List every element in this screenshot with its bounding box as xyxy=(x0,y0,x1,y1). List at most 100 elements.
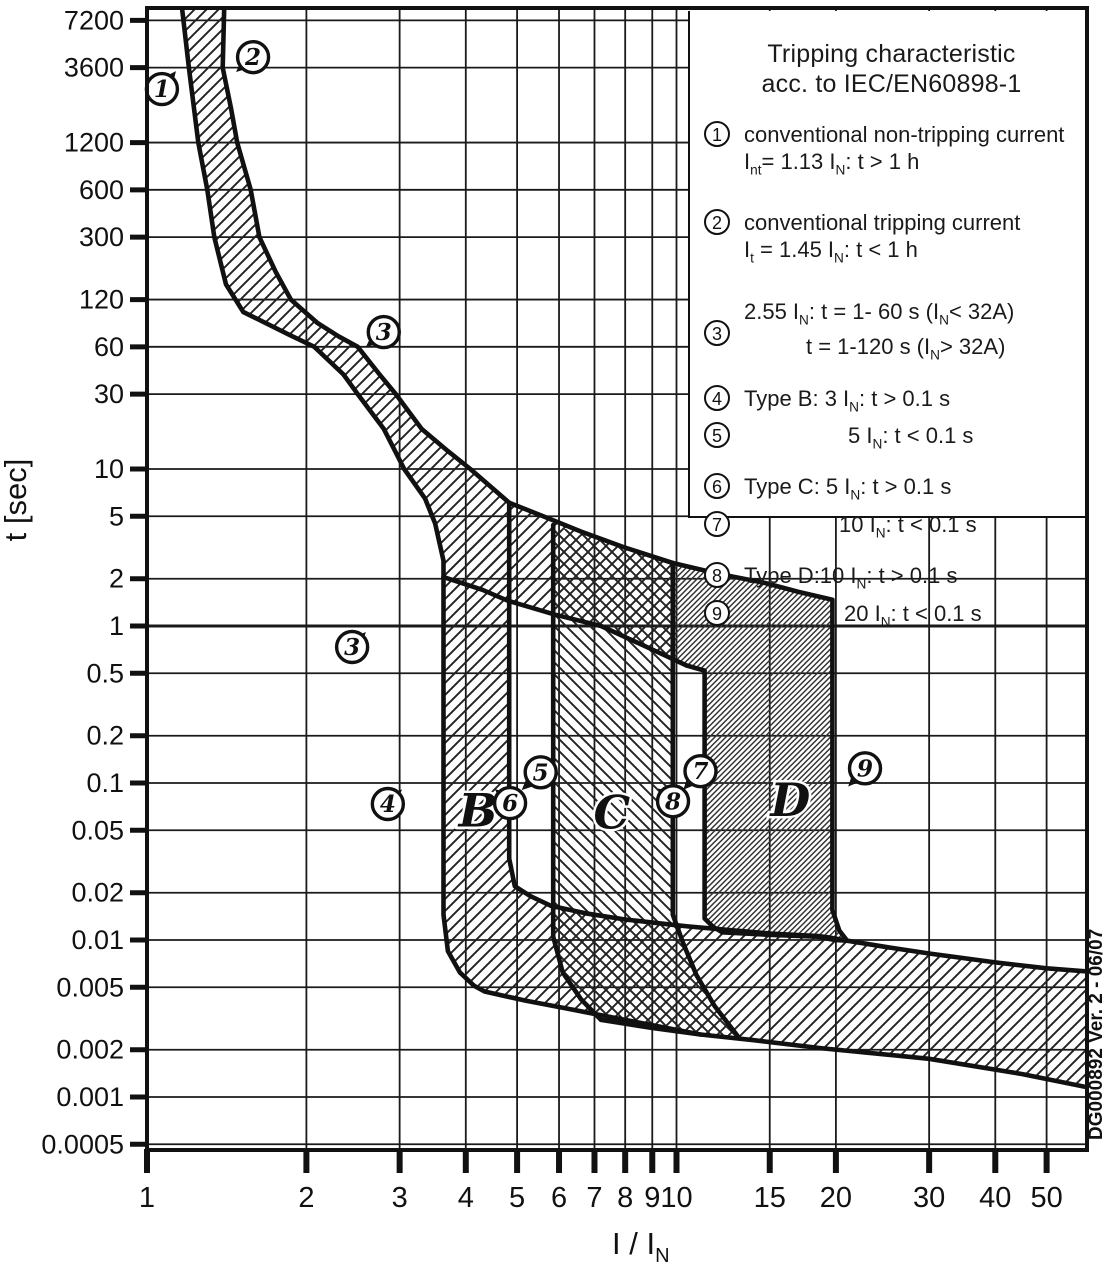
y-tick-label: 5 xyxy=(109,501,124,531)
y-tick-label: 120 xyxy=(79,285,124,315)
marker-digit-3: 3 xyxy=(376,319,392,346)
type-c-right-boundary xyxy=(670,560,741,1040)
marker-circle-9 xyxy=(847,751,883,786)
y-tick-label: 0.01 xyxy=(71,925,124,955)
y-tick-label: 0.5 xyxy=(86,658,124,688)
y-tick-label: 3600 xyxy=(64,53,124,83)
legend-item-7: 7 10 IN: t < 0.1 s xyxy=(704,510,1079,546)
marker-digit-9: 9 xyxy=(857,755,873,782)
y-tick-label: 600 xyxy=(79,175,124,205)
type-c-left-boundary xyxy=(550,522,703,1037)
non-tripping-lower-curve xyxy=(179,8,446,580)
legend-title-line1: Tripping characteristic xyxy=(767,40,1016,68)
marker-circle-8 xyxy=(655,784,691,819)
x-tick-label: 30 xyxy=(913,1182,945,1214)
y-tick-label: 0.02 xyxy=(71,878,124,908)
legend-line: conventional tripping current xyxy=(744,210,1021,236)
legend-number-6: 6 xyxy=(704,473,730,500)
legend-line: t = 1-120 s (IN> 32A) xyxy=(806,334,1006,363)
marker-circle-7 xyxy=(683,753,718,789)
marker-digit-3: 3 xyxy=(344,634,360,661)
legend-line: 20 IN: t < 0.1 s xyxy=(844,600,982,629)
x-tick-label: 15 xyxy=(754,1182,786,1214)
type-b-right-and-top-boundary xyxy=(506,500,1087,974)
legend-line: 2.55 IN: t = 1- 60 s (IN< 32A) xyxy=(744,298,1015,328)
x-tick-label: 2 xyxy=(298,1182,314,1214)
legend-item-text: 20 IN: t < 0.1 s xyxy=(744,600,982,635)
legend-item-2: 2 conventional tripping current It = 1.45 … xyxy=(704,209,1079,271)
x-tick-label: 5 xyxy=(509,1182,525,1214)
marker-digit-2: 2 xyxy=(244,44,261,71)
legend-number-8: 8 xyxy=(704,562,730,589)
type-c-band-fill xyxy=(553,525,739,1038)
legend-number-5: 5 xyxy=(704,421,730,448)
band-letter-B: B xyxy=(457,783,498,837)
y-tick-label: 10 xyxy=(94,454,124,484)
legend-item-text: Type C: 5 IN: t > 0.1 s xyxy=(744,473,951,508)
legend-number-1: 1 xyxy=(704,121,730,147)
legend-line: 5 IN: t < 0.1 s xyxy=(848,422,974,452)
x-tick-label: 3 xyxy=(392,1182,408,1214)
legend-line: Type D:10 IN: t > 0.1 s xyxy=(744,563,958,592)
y-tick-label: 1 xyxy=(109,611,124,641)
marker-digit-4: 4 xyxy=(380,791,396,818)
legend-number-2: 2 xyxy=(704,209,730,236)
marker-digit-5: 5 xyxy=(533,759,549,786)
tripping-bands xyxy=(182,8,1087,1088)
legend-item-text: Type B: 3 IN: t > 0.1 s xyxy=(744,385,950,420)
type-d-band-fill xyxy=(672,563,848,941)
y-tick-label: 7200 xyxy=(64,5,124,35)
legend-number-3: 3 xyxy=(704,320,730,347)
legend-line: Type B: 3 IN: t > 0.1 s xyxy=(744,385,951,414)
y-tick-label: 1200 xyxy=(64,128,124,158)
marker-circle-3 xyxy=(366,314,401,350)
x-tick-label: 50 xyxy=(1030,1182,1062,1214)
plot-area: B C D xyxy=(179,8,1087,1090)
x-tick-label: 8 xyxy=(617,1182,633,1214)
type-b-left-and-bottom-boundary xyxy=(441,574,1087,1090)
marker-circle-5 xyxy=(523,755,558,790)
legend-title-line2: acc. to IEC/EN60898-1 xyxy=(761,70,1022,98)
x-tick-label: 7 xyxy=(586,1182,602,1214)
marker-digit-6: 6 xyxy=(502,790,518,817)
legend-line: 10 IN: t < 0.1 s xyxy=(839,511,977,541)
legend-item-text: 5 IN: t < 0.1 s xyxy=(744,422,973,457)
y-tick-label: 2 xyxy=(109,564,124,594)
y-tick-label: 0.1 xyxy=(86,768,124,798)
y-tick-label: 300 xyxy=(79,222,124,252)
legend-item-text: conventional non-tripping current Int= 1.… xyxy=(744,121,1064,183)
legend-line: Type C: 5 IN: t > 0.1 s xyxy=(744,474,952,503)
x-tick-label: 10 xyxy=(660,1182,692,1214)
axes: 7200360012006003001206030105210.50.20.10… xyxy=(0,5,1107,1267)
marker-circle-6 xyxy=(492,785,528,821)
legend-item-1: 1 conventional non-tripping current Int= 1… xyxy=(704,121,1079,183)
tripping-upper-curve xyxy=(220,8,676,566)
legend-item-text: 10 IN: t < 0.1 s xyxy=(744,511,977,546)
legend-number-4: 4 xyxy=(704,384,730,411)
legend-item-text: conventional tripping current It = 1.45 I… xyxy=(744,209,1020,271)
y-tick-label: 60 xyxy=(94,332,124,362)
legend-line: It = 1.45 IN: t < 1 h xyxy=(744,237,918,266)
marker-circle-2 xyxy=(235,39,271,75)
x-tick-label: 1 xyxy=(139,1182,155,1214)
legend-item-text: Type D:10 IN: t > 0.1 s xyxy=(744,562,957,597)
marker-digit-7: 7 xyxy=(692,758,708,785)
legend-item-text: 2.55 IN: t = 1- 60 s (IN< 32A) t = 1-120 … xyxy=(744,298,1014,369)
y-tick-label: 30 xyxy=(94,379,124,409)
document-reference-note: DG000892 Ver. 2 - 06/07 xyxy=(1086,929,1107,1140)
y-tick-label: 0.002 xyxy=(56,1035,124,1065)
legend-line: conventional non-tripping current xyxy=(744,122,1065,147)
band-letter-C: C xyxy=(594,785,631,839)
legend-number-9: 9 xyxy=(704,599,730,626)
x-tick-label: 40 xyxy=(979,1182,1011,1214)
legend-box: Tripping characteristic acc. to IEC/EN60… xyxy=(688,11,1085,629)
y-tick-label: 0.001 xyxy=(56,1082,124,1112)
x-tick-label: 6 xyxy=(551,1182,567,1214)
boundary-curves xyxy=(179,8,1087,1090)
legend-item-8: 8 Type D:10 IN: t > 0.1 s xyxy=(704,562,1079,597)
y-tick-label: 0.005 xyxy=(56,972,124,1002)
y-tick-label: 0.05 xyxy=(71,815,124,845)
legend-item-4: 4 Type B: 3 IN: t > 0.1 s xyxy=(704,384,1079,420)
